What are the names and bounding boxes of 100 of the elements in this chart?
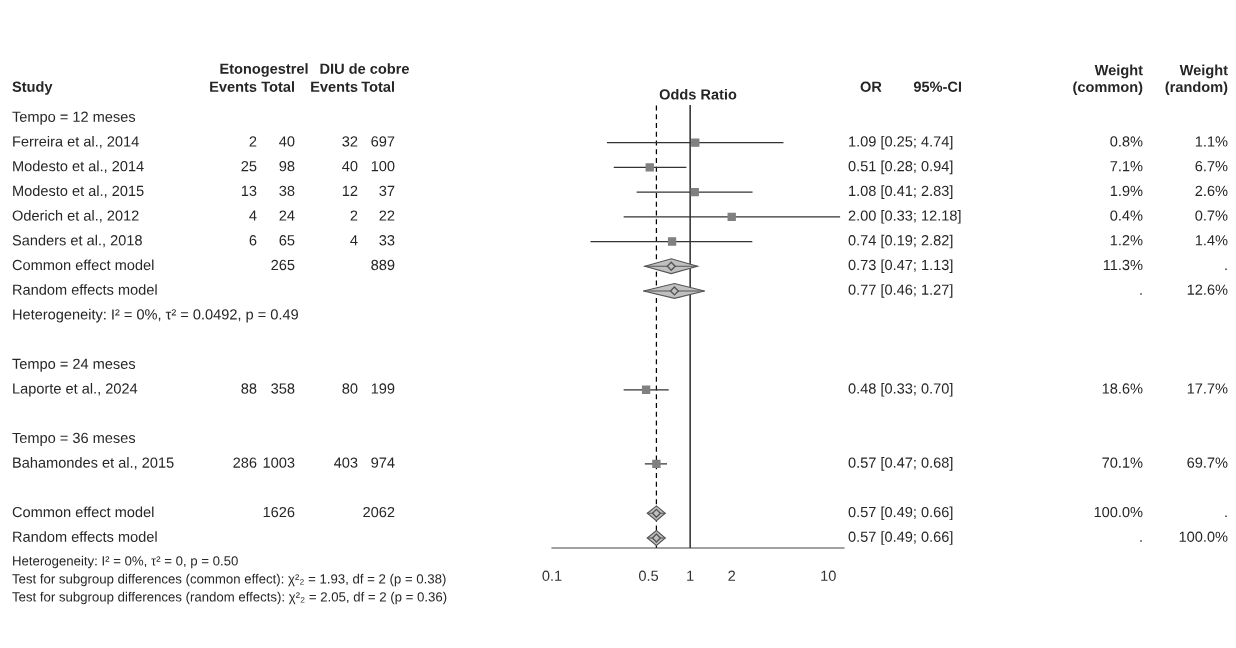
text: Weight (common): [1073, 64, 1143, 95]
category-label: Bahamondes et al., 2015: [13, 457, 174, 470]
data-label: 100.0%: [1179, 531, 1228, 542]
data-label: 403: [334, 457, 358, 468]
category-label: Laporte et al., 2024: [13, 382, 138, 397]
data-label: 286: [233, 457, 257, 468]
category-label: Random effects model: [13, 531, 157, 542]
data-label: 2.00 [0.33; 12.18]: [848, 210, 961, 224]
data-label: 100.0%: [1094, 506, 1143, 518]
data-label: 88: [241, 383, 257, 394]
data-label: 70.1%: [1102, 457, 1143, 468]
data-label: 974: [371, 457, 395, 468]
data-label: 2062: [363, 506, 395, 518]
data-label: 13: [241, 185, 257, 197]
text: Events: [210, 81, 257, 92]
data-label: 80: [342, 383, 358, 394]
text: Study: [12, 81, 53, 95]
text: Etonogestrel: [220, 63, 308, 77]
data-label: 18.6%: [1102, 383, 1143, 394]
x-tick-label: 0.1: [542, 570, 562, 581]
data-label: 1.1%: [1195, 136, 1228, 147]
x-tick-label: 10: [821, 570, 836, 581]
data-label: .: [1225, 268, 1227, 271]
category-label: Tempo = 36 meses: [12, 432, 136, 446]
data-label: 2.6%: [1195, 185, 1228, 197]
data-label: 1626: [263, 506, 295, 518]
x-tick-label: 1: [687, 570, 694, 581]
data-label: 17.7%: [1187, 383, 1228, 394]
data-label: 38: [279, 185, 295, 197]
data-label: 1.2%: [1110, 235, 1143, 246]
x-axis-title: Odds Ratio: [659, 88, 737, 100]
data-label: 0.51 [0.28; 0.94]: [848, 160, 953, 175]
text: Total: [261, 81, 294, 92]
category-label: Ferreira et al., 2014: [13, 135, 139, 149]
category-label: Common effect model: [12, 259, 154, 271]
data-label: 2: [350, 210, 358, 221]
category-label: Oderich et al., 2012: [12, 210, 139, 223]
text: Weight (random): [1165, 64, 1228, 95]
data-label: 0.7%: [1195, 210, 1228, 221]
data-label: 40: [279, 136, 295, 147]
text: Heterogeneity: I² = 0%, τ² = 0, p = 0.50: [13, 555, 238, 569]
category-label: Tempo = 24 meses: [12, 358, 136, 372]
category-label: Modesto et al., 2015: [13, 185, 144, 198]
x-tick-label: 0.5: [638, 570, 659, 581]
data-label: .: [1225, 515, 1227, 518]
data-label: 69.7%: [1187, 457, 1228, 468]
data-label: 65: [279, 235, 295, 246]
data-label: 0.8%: [1110, 136, 1143, 147]
text: OR: [860, 81, 882, 92]
data-label: 7.1%: [1110, 161, 1143, 172]
data-label: 40: [342, 161, 358, 172]
data-label: 24: [279, 210, 295, 221]
data-label: 1003: [263, 457, 295, 468]
data-label: 1.9%: [1110, 185, 1143, 197]
data-label: .: [1140, 540, 1142, 542]
data-label: 889: [371, 259, 395, 271]
data-label: .: [1140, 293, 1142, 295]
data-label: 33: [379, 235, 395, 246]
data-label: 37: [379, 185, 395, 197]
data-label: 1.09 [0.25; 4.74]: [849, 135, 953, 150]
category-label: Modesto et al., 2014: [13, 160, 144, 174]
data-label: 0.4%: [1110, 210, 1143, 221]
text: 95%-CI: [913, 81, 962, 92]
data-label: 4: [249, 210, 257, 221]
data-label: 12.6%: [1187, 284, 1228, 295]
text: DIU de cobre: [320, 63, 409, 74]
category-label: Sanders et al., 2018: [12, 234, 142, 248]
data-label: 2: [249, 136, 257, 147]
data-label: 0.77 [0.46; 1.27]: [848, 284, 953, 298]
data-label: 0.57 [0.47; 0.68]: [848, 457, 953, 471]
data-label: 0.73 [0.47; 1.13]: [848, 259, 953, 274]
data-label: 697: [371, 136, 395, 147]
data-label: 199: [371, 383, 395, 394]
text: Events: [311, 81, 358, 92]
data-label: 22: [379, 210, 395, 221]
data-label: 12: [342, 185, 358, 196]
data-label: 11.3%: [1103, 259, 1143, 271]
text: Test for subgroup differences (random effects): χ²₂ = 2.05, df = 2 (p = 0.36): [12, 591, 447, 605]
category-label: Random effects model: [13, 284, 157, 295]
category-label: Heterogeneity: I² = 0%, τ² = 0.0492, p = 0.49: [13, 308, 298, 323]
data-label: 25: [241, 161, 257, 172]
data-label: 6: [249, 235, 257, 246]
data-label: 4: [350, 235, 358, 246]
x-tick-label: 2: [728, 570, 736, 581]
category-label: Common effect model: [12, 506, 154, 518]
data-label: 358: [271, 383, 295, 394]
text: Test for subgroup differences (common effect): χ²₂ = 1.93, df = 2 (p = 0.38): [12, 573, 446, 587]
category-label: Tempo = 12 meses: [12, 111, 136, 125]
data-label: 265: [271, 259, 295, 271]
text: Total: [361, 81, 394, 92]
data-label: 0.57 [0.49; 0.66]: [848, 506, 953, 521]
data-label: 0.57 [0.49; 0.66]: [848, 531, 953, 545]
data-label: 32: [342, 136, 358, 147]
data-label: 100: [371, 161, 395, 172]
data-label: 98: [279, 161, 295, 172]
data-label: 0.48 [0.33; 0.70]: [848, 382, 953, 397]
data-label: 0.74 [0.19; 2.82]: [848, 234, 953, 249]
data-label: 6.7%: [1195, 161, 1228, 172]
data-label: 1.08 [0.41; 2.83]: [849, 185, 953, 199]
data-label: 1.4%: [1195, 235, 1228, 246]
